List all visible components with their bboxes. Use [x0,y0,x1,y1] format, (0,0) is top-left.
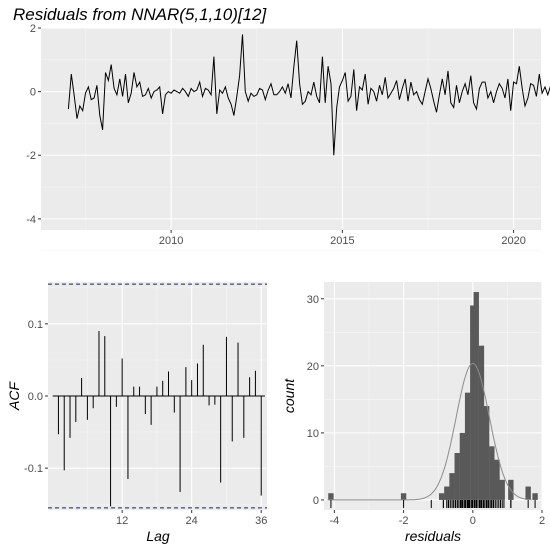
histogram-bar [449,473,455,500]
residuals-rug [330,500,536,508]
histogram-bars [328,292,538,500]
acf-y-axis-title: ACF [6,381,22,411]
normal-density-curve [327,363,532,501]
acf-y-ticks: -0.1 0.0 0.1 [24,319,48,475]
histogram-y-ticks: 0 10 20 30 [307,294,324,507]
x-tick-label: 12 [116,515,128,527]
histogram-bar [499,479,505,500]
histogram-y-axis-title: count [281,378,297,413]
y-tick-label: 0.0 [28,391,43,403]
histogram-bar [444,486,450,500]
histogram-bar [478,345,485,500]
histogram-bar [459,432,466,500]
acf-x-ticks: 12 24 36 [116,510,267,527]
histogram-bar [483,406,490,500]
histogram-bar [328,493,334,500]
y-tick-label: 10 [307,428,319,440]
x-tick-label: 24 [186,515,198,527]
x-tick-label: 2020 [501,235,525,247]
x-tick-label: 2015 [330,235,354,247]
x-tick-label: -4 [329,515,339,527]
y-tick-label: 0.1 [28,319,43,331]
series-x-ticks: 2010 2015 2020 [159,230,526,247]
y-tick-label: -2 [26,150,36,162]
y-tick-label: -0.1 [24,463,43,475]
x-tick-label: 2010 [159,235,183,247]
y-tick-label: 0 [313,495,319,507]
histogram-x-axis-title: residuals [405,528,461,544]
x-tick-label: 0 [470,515,476,527]
acf-bars [52,331,265,507]
histogram-bar [438,493,445,500]
histogram-bar [470,305,476,500]
histogram-x-ticks: -4 -2 0 2 [329,510,545,527]
acf-confidence-bounds [48,283,267,509]
series-y-ticks: -4 -2 0 2 [26,23,41,226]
histogram-bar [464,392,471,500]
y-tick-label: -4 [26,214,36,226]
acf-x-axis-title: Lag [146,528,170,544]
series-panel-background [41,28,541,230]
x-tick-label: -2 [399,515,409,527]
histogram-bar [532,493,538,500]
y-tick-label: 30 [307,294,319,306]
x-tick-label: 36 [255,515,267,527]
chart-title: Residuals from NNAR(5,1,10)[12] [13,5,267,24]
histogram-bar [525,486,531,500]
histogram-bar [400,493,407,500]
histogram-bar [489,446,495,500]
y-tick-label: 2 [30,23,36,35]
histogram-panel-background [324,282,542,510]
histogram-bar [494,459,500,500]
y-tick-label: 0 [30,87,36,99]
y-tick-label: 20 [307,361,319,373]
histogram-bar [473,292,479,500]
x-tick-label: 2 [539,515,545,527]
series-line [67,34,550,156]
histogram-bar [454,453,460,500]
histogram-grid [324,282,543,510]
